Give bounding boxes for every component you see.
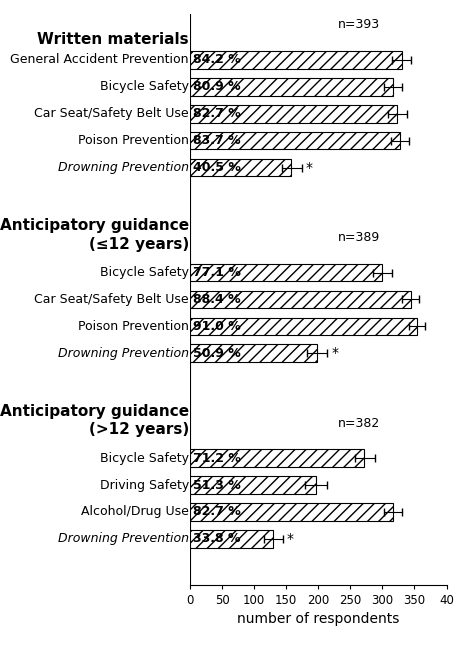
Text: Driving Safety: Driving Safety: [99, 479, 189, 492]
Text: 33.8 %: 33.8 %: [193, 532, 241, 545]
Text: 82.7 %: 82.7 %: [193, 505, 241, 519]
Text: Bicycle Safety: Bicycle Safety: [100, 452, 189, 464]
Text: 40.5 %: 40.5 %: [193, 161, 241, 174]
Text: 83.7 %: 83.7 %: [193, 134, 241, 147]
Text: n=382: n=382: [338, 417, 380, 430]
Bar: [190, 159, 291, 176]
Text: *: *: [305, 161, 312, 174]
Text: 71.2 %: 71.2 %: [193, 452, 241, 464]
Text: Drowning Prevention: Drowning Prevention: [58, 347, 189, 360]
Text: n=393: n=393: [338, 19, 380, 32]
Bar: [190, 450, 365, 467]
Bar: [190, 344, 317, 362]
Text: 82.7 %: 82.7 %: [193, 107, 241, 120]
Text: Drowning Prevention: Drowning Prevention: [58, 161, 189, 174]
Text: 51.3 %: 51.3 %: [193, 479, 241, 492]
Text: 50.9 %: 50.9 %: [193, 347, 241, 360]
Text: Poison Prevention: Poison Prevention: [78, 320, 189, 333]
Text: Alcohol/Drug Use: Alcohol/Drug Use: [81, 505, 189, 519]
Text: (>12 years): (>12 years): [88, 422, 189, 437]
Bar: [190, 318, 417, 335]
Text: Anticipatory guidance: Anticipatory guidance: [0, 404, 189, 419]
Text: General Accident Prevention: General Accident Prevention: [10, 54, 189, 67]
Text: 84.2 %: 84.2 %: [193, 54, 241, 67]
Text: Drowning Prevention: Drowning Prevention: [58, 532, 189, 545]
Text: *: *: [331, 346, 338, 360]
Bar: [190, 105, 397, 123]
Bar: [190, 264, 382, 281]
Bar: [190, 530, 273, 548]
Text: Anticipatory guidance: Anticipatory guidance: [0, 218, 189, 233]
Text: 88.4 %: 88.4 %: [193, 293, 241, 306]
X-axis label: number of respondents: number of respondents: [237, 612, 399, 626]
Bar: [190, 476, 316, 494]
Bar: [190, 291, 411, 308]
Text: Written materials: Written materials: [37, 32, 189, 47]
Bar: [190, 503, 393, 521]
Text: 91.0 %: 91.0 %: [193, 320, 241, 333]
Bar: [190, 132, 400, 149]
Text: *: *: [287, 532, 294, 546]
Text: Poison Prevention: Poison Prevention: [78, 134, 189, 147]
Text: Bicycle Safety: Bicycle Safety: [100, 266, 189, 279]
Bar: [190, 78, 393, 96]
Bar: [190, 51, 402, 68]
Text: 77.1 %: 77.1 %: [193, 266, 241, 279]
Text: Bicycle Safety: Bicycle Safety: [100, 80, 189, 94]
Text: 80.9 %: 80.9 %: [193, 80, 241, 94]
Text: n=389: n=389: [338, 231, 380, 244]
Text: (≤12 years): (≤12 years): [88, 237, 189, 252]
Text: Car Seat/Safety Belt Use: Car Seat/Safety Belt Use: [34, 293, 189, 306]
Text: Car Seat/Safety Belt Use: Car Seat/Safety Belt Use: [34, 107, 189, 120]
